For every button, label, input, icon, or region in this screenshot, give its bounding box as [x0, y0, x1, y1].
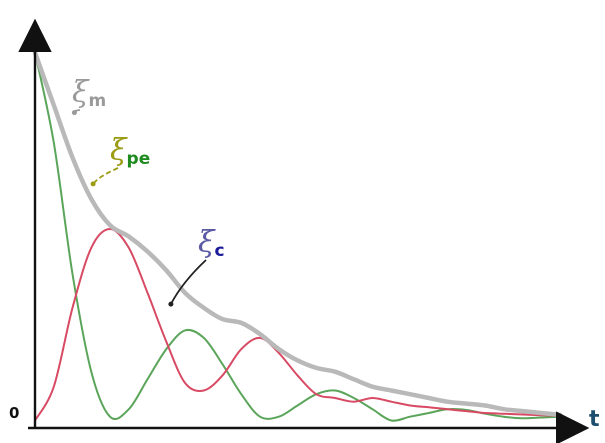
series-line-2 [34, 228, 561, 422]
annotation-symbol-1: ξ [110, 133, 128, 168]
annotation-label-0: ξm [72, 75, 106, 111]
annotation-arrow-tip-0 [71, 110, 77, 116]
annotation-symbol-2: ξ [198, 225, 216, 260]
annotation-label-1: ξpe [110, 133, 150, 169]
annotation-subscript-0: m [89, 91, 107, 111]
annotation-symbol-0: ξ [72, 75, 90, 110]
series-line-0 [32, 50, 563, 418]
origin-label: 0 [9, 404, 19, 422]
annotation-subscript-2: c [215, 241, 225, 261]
annotation-subscript-1: pe [127, 149, 151, 169]
annotation-arrow-1 [92, 167, 119, 185]
series-line-1 [34, 51, 561, 422]
annotation-arrow-tip-2 [168, 301, 174, 307]
annotation-label-2: ξc [198, 225, 225, 261]
annotation-arrow-2 [170, 259, 207, 305]
annotation-arrow-tip-1 [90, 181, 96, 187]
x-axis-label: t [589, 407, 600, 432]
series-layer [32, 50, 563, 422]
